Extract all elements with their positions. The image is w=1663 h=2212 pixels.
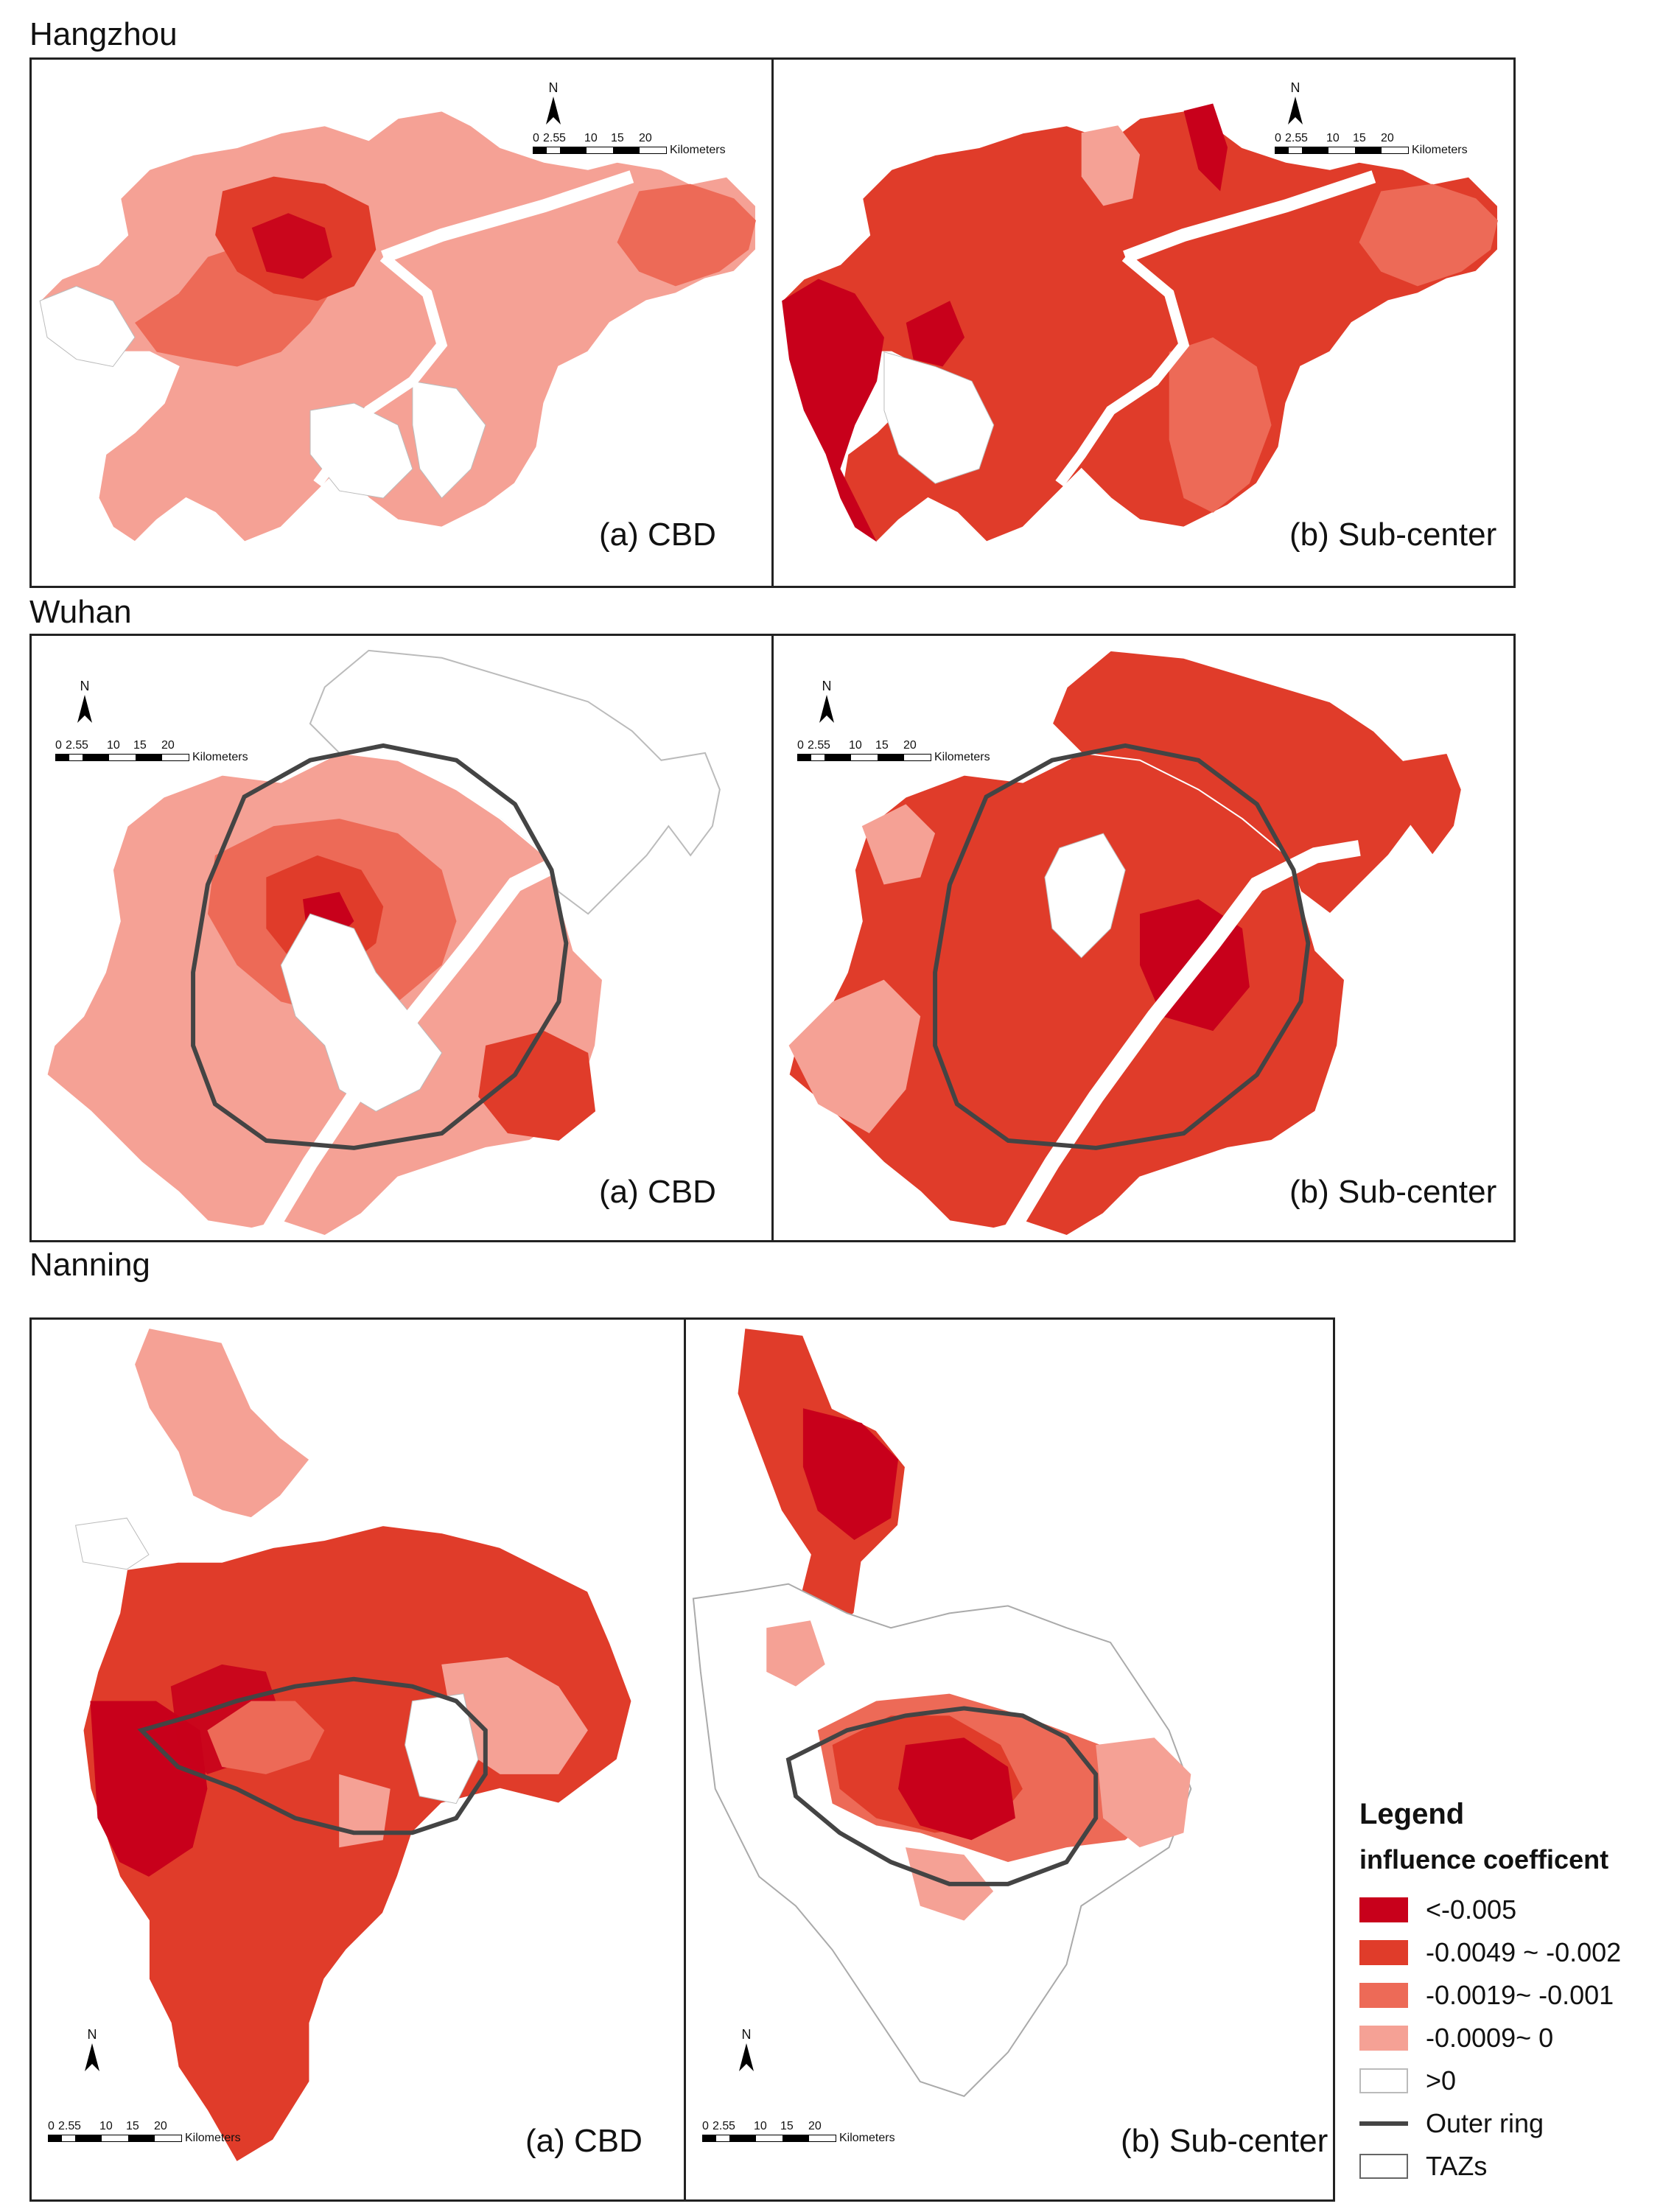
legend-subtitle: influence coefficent [1359, 1844, 1609, 1875]
fill-swatch-icon [1359, 1940, 1408, 1965]
north-arrow: N [539, 80, 568, 132]
legend-title: Legend [1359, 1798, 1465, 1830]
wuhan-subcenter-map [788, 649, 1463, 1240]
north-arrow-icon [77, 695, 92, 723]
nanning-cbd-map [75, 1326, 633, 2163]
north-arrow-icon [1288, 97, 1303, 125]
north-arrow-icon [546, 97, 561, 125]
map-panel-nanning-cbd: N 0 2.5 5 10 15 20 Kilometers (a) CBD [29, 1317, 687, 2202]
north-arrow: N [77, 2027, 107, 2079]
north-arrow: N [812, 679, 841, 730]
fill-swatch-icon [1359, 1983, 1408, 2008]
panel-label: (b) Sub-center [1121, 2123, 1328, 2159]
north-arrow-icon [85, 2043, 99, 2071]
fill-swatch-icon [1359, 2026, 1408, 2051]
map-panel-wuhan-cbd: N 0 2.5 5 10 15 20 Kilometers (a) CBD [29, 634, 774, 1242]
line-swatch-icon [1359, 2121, 1408, 2126]
city-title-nanning: Nanning [29, 1247, 150, 1283]
legend-item: -0.0019~ -0.001 [1359, 1974, 1654, 2017]
north-arrow-icon [819, 695, 834, 723]
nanning-subcenter-map [692, 1326, 1192, 2098]
map-legend: Legend influence coefficent <-0.005 -0.0… [1359, 1798, 1654, 2188]
north-arrow: N [70, 679, 99, 730]
legend-item: <-0.005 [1359, 1889, 1654, 1931]
panel-label: (a) CBD [525, 2123, 643, 2159]
legend-item: -0.0009~ 0 [1359, 2017, 1654, 2059]
panel-label: (b) Sub-center [1289, 1174, 1497, 1210]
legend-item: >0 [1359, 2059, 1654, 2102]
legend-item: Outer ring [1359, 2102, 1654, 2145]
panel-label: (a) CBD [599, 1174, 716, 1210]
legend-item: -0.0049 ~ -0.002 [1359, 1931, 1654, 1974]
panel-label: (a) CBD [599, 517, 716, 553]
north-arrow: N [732, 2027, 761, 2079]
fill-swatch-icon [1359, 1897, 1408, 1922]
wuhan-cbd-map [46, 649, 721, 1240]
panel-label: (b) Sub-center [1289, 517, 1497, 553]
legend-item: TAZs [1359, 2145, 1654, 2188]
outline-swatch-icon [1359, 2154, 1408, 2179]
map-panel-wuhan-subcenter: N 0 2.5 5 10 15 20 Kilometers (b) Sub-center [771, 634, 1516, 1242]
fill-swatch-icon [1359, 2068, 1408, 2093]
city-title-wuhan: Wuhan [29, 594, 132, 630]
city-title-hangzhou: Hangzhou [29, 16, 178, 52]
map-panel-nanning-subcenter: N 0 2.5 5 10 15 20 Kilometers (b) Sub-center [684, 1317, 1335, 2202]
hangzhou-subcenter-map [780, 103, 1499, 543]
map-panel-hangzhou-cbd: N 0 2.5 5 10 15 20 Kilometers (a) CBD [29, 57, 774, 588]
map-panel-hangzhou-subcenter: N 0 2.5 5 10 15 20 Kilometers (b) Sub-center [771, 57, 1516, 588]
hangzhou-cbd-map [38, 110, 757, 543]
north-arrow: N [1281, 80, 1310, 132]
north-arrow-icon [739, 2043, 754, 2071]
